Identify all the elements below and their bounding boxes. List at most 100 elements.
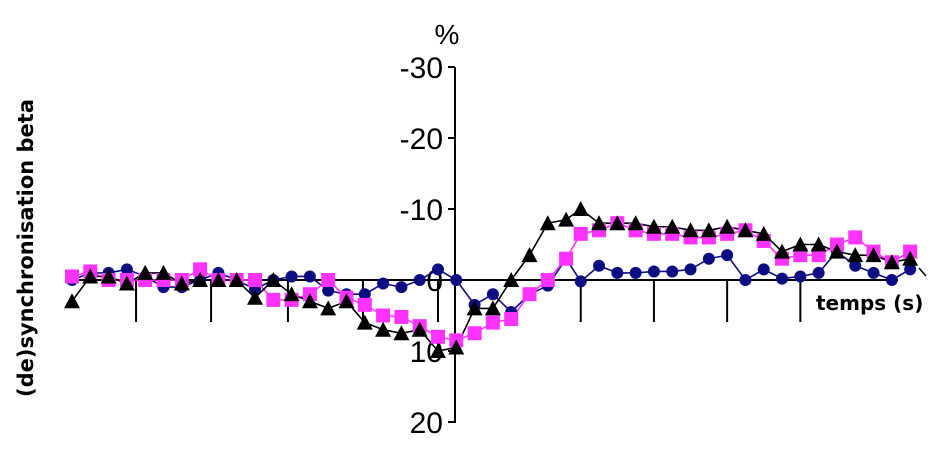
data-point-circle (120, 263, 133, 276)
data-point-square (266, 292, 281, 307)
data-point-square (65, 269, 79, 284)
data-point-circle (322, 284, 335, 297)
data-point-triangle (755, 225, 772, 241)
data-point-circle (812, 266, 825, 279)
data-point-square (848, 230, 863, 245)
data-point-triangle (810, 236, 827, 252)
data-point-triangle (82, 268, 99, 284)
data-point-circle (303, 270, 316, 283)
data-point-triangle (393, 325, 410, 341)
data-point-triangle (338, 293, 355, 309)
data-point-triangle (521, 247, 538, 263)
data-point-triangle (558, 211, 575, 227)
data-point-triangle (627, 215, 644, 231)
data-point-triangle (301, 293, 318, 309)
x-axis-end-mark (918, 267, 927, 277)
data-point-circle (611, 266, 624, 279)
data-point-triangle (411, 321, 428, 337)
data-point-triangle (774, 243, 791, 259)
data-point-circle (432, 263, 444, 276)
data-point-triangle (609, 215, 626, 231)
data-point-circle (413, 274, 426, 286)
data-point-square (394, 309, 409, 324)
y-tick-label: 20 (410, 407, 443, 440)
data-point-triangle (539, 215, 556, 231)
data-point-triangle (64, 293, 80, 309)
data-point-square (357, 297, 372, 312)
data-point-circle (867, 266, 880, 279)
data-point-circle (885, 274, 898, 286)
data-point-circle (666, 265, 679, 278)
data-point-circle (450, 274, 463, 286)
data-point-triangle (645, 218, 662, 234)
data-point-square (504, 312, 519, 327)
data-point-square (540, 273, 555, 287)
data-point-triangle (902, 250, 919, 266)
data-point-circle (776, 272, 789, 285)
data-point-square (573, 226, 588, 241)
data-point-triangle (682, 222, 699, 238)
data-point-triangle (572, 201, 589, 216)
data-point-triangle (155, 264, 172, 280)
data-point-square (485, 315, 500, 330)
data-point-triangle (228, 272, 245, 287)
data-point-circle (794, 270, 807, 283)
data-point-square (793, 248, 808, 263)
y-unit-label: % (435, 19, 460, 50)
data-point-triangle (192, 272, 209, 287)
data-point-square (193, 262, 208, 277)
data-point-triangle (375, 321, 392, 337)
data-point-square (376, 308, 391, 323)
data-point-circle (358, 288, 371, 301)
data-point-triangle (356, 314, 373, 330)
data-point-circle (377, 277, 390, 290)
data-point-triangle (173, 275, 190, 291)
data-point-square (431, 329, 445, 344)
data-point-triangle (719, 218, 736, 234)
data-point-square (559, 251, 574, 266)
data-point-triangle (118, 275, 135, 291)
data-point-triangle (503, 272, 520, 287)
series-markers (64, 201, 919, 358)
data-point-triangle (283, 286, 300, 302)
data-point-circle (395, 281, 408, 294)
data-point-triangle (484, 300, 501, 316)
y-axis-label: (de)synchronisation beta (14, 99, 38, 397)
data-point-triangle (591, 215, 608, 231)
data-point-triangle (137, 264, 154, 280)
data-point-circle (629, 266, 642, 279)
data-point-circle (757, 263, 770, 276)
data-point-circle (904, 263, 917, 276)
y-tick-label: -30 (400, 52, 443, 85)
data-point-triangle (100, 268, 117, 284)
data-point-triangle (883, 254, 900, 270)
y-tick-label: -10 (400, 194, 443, 227)
data-point-triangle (847, 247, 864, 263)
data-point-square (467, 326, 482, 341)
data-point-triangle (247, 289, 263, 305)
x-axis-label: temps (s) (816, 291, 923, 315)
data-point-circle (593, 259, 606, 272)
data-point-circle (684, 263, 697, 276)
data-point-triangle (448, 339, 465, 355)
data-point-triangle (265, 272, 282, 287)
data-point-triangle (664, 218, 681, 234)
data-point-circle (849, 259, 862, 272)
data-point-triangle (792, 236, 809, 252)
data-point-triangle (737, 222, 754, 238)
data-point-circle (721, 249, 734, 262)
data-point-circle (702, 252, 715, 265)
data-point-square (522, 287, 537, 302)
data-point-square (248, 273, 262, 287)
data-point-triangle (700, 222, 717, 238)
data-point-triangle (320, 300, 337, 316)
data-point-circle (574, 275, 587, 288)
data-point-circle (739, 274, 752, 286)
data-point-circle (285, 270, 298, 283)
data-point-circle (647, 265, 660, 278)
data-point-triangle (865, 247, 882, 263)
data-point-circle (486, 288, 499, 301)
data-point-triangle (828, 243, 845, 259)
